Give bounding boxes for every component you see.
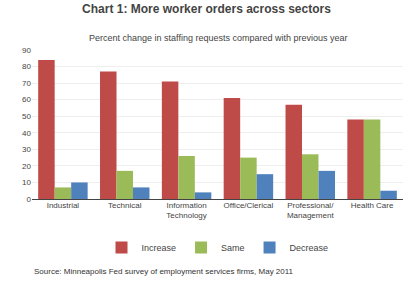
svg-text:30: 30 (22, 145, 31, 154)
svg-text:Office/Clerical: Office/Clerical (224, 201, 274, 210)
svg-text:50: 50 (22, 112, 31, 121)
svg-text:10: 10 (22, 178, 31, 187)
svg-text:Increase: Increase (142, 243, 177, 253)
svg-text:Industrial: Industrial (47, 201, 80, 210)
svg-text:Same: Same (221, 243, 245, 253)
svg-text:Professional/Management: Professional/Management (287, 201, 334, 220)
svg-text:0: 0 (27, 195, 32, 204)
svg-text:Decrease: Decrease (290, 243, 329, 253)
svg-text:Technical: Technical (108, 201, 142, 210)
svg-text:60: 60 (22, 95, 31, 104)
svg-text:Source: Minneapolis Fed survey: Source: Minneapolis Fed survey of employ… (34, 267, 294, 276)
svg-text:Health Care: Health Care (351, 201, 394, 210)
svg-text:InformationTechnology: InformationTechnology (166, 201, 206, 220)
svg-text:40: 40 (22, 129, 31, 138)
svg-text:20: 20 (22, 162, 31, 171)
svg-text:80: 80 (22, 62, 31, 71)
svg-text:90: 90 (22, 46, 31, 55)
svg-text:Percent change in staffing req: Percent change in staffing requests comp… (89, 33, 347, 43)
svg-text:Chart 1: More worker orders ac: Chart 1: More worker orders across secto… (82, 2, 331, 16)
svg-text:70: 70 (22, 79, 31, 88)
